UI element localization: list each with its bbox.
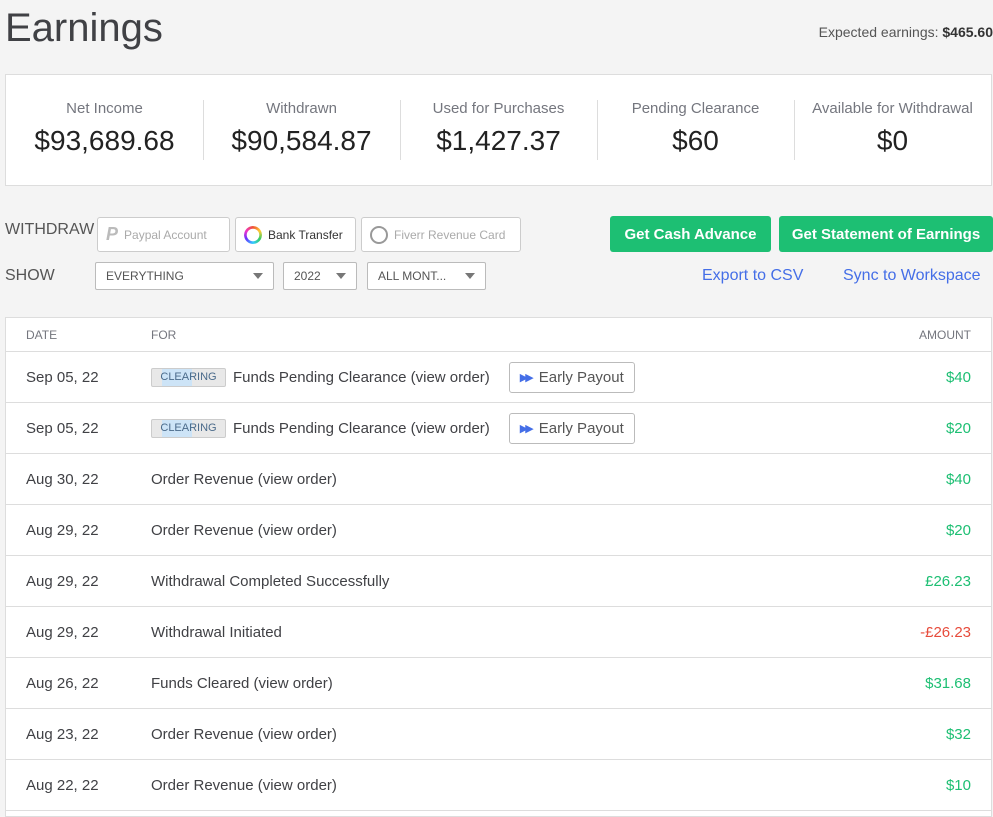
fast-forward-icon: ▶▶	[519, 371, 534, 384]
table-row: Aug 29, 22 Order Revenue (view order) $2…	[6, 505, 991, 556]
row-for-link[interactable]: Withdrawal Completed Successfully	[151, 572, 390, 590]
row-amount: $20	[945, 420, 971, 437]
row-amount: $40	[945, 471, 971, 488]
chevron-down-icon	[465, 273, 475, 279]
stat-used-for-purchases: Used for Purchases $1,427.37	[400, 100, 597, 160]
row-date: Aug 30, 22	[26, 471, 99, 488]
year-select[interactable]: 2022	[283, 262, 357, 290]
row-amount: $40	[945, 369, 971, 386]
table-row: Aug 30, 22 Order Revenue (view order) $4…	[6, 454, 991, 505]
row-for-link[interactable]: Order Revenue (view order)	[151, 776, 337, 794]
row-description[interactable]: CLEARING Funds Pending Clearance (view or…	[151, 412, 635, 444]
paypal-icon: P	[106, 224, 119, 244]
row-description[interactable]: Order Revenue (view order)	[151, 467, 337, 491]
table-row: Sep 05, 22 CLEARING Funds Pending Clearan…	[6, 403, 991, 454]
fast-forward-icon: ▶▶	[519, 422, 534, 435]
row-date: Sep 05, 22	[26, 420, 99, 437]
row-amount: $20	[945, 522, 971, 539]
row-for-link[interactable]: Order Revenue (view order)	[151, 470, 337, 488]
withdraw-label: WITHDRAW	[5, 221, 95, 238]
month-select[interactable]: ALL MONT...	[367, 262, 486, 290]
table-header: DATE FOR AMOUNT	[6, 318, 991, 352]
expected-earnings: Expected earnings: $465.60	[818, 24, 993, 40]
row-description[interactable]: Order Revenue (view order)	[151, 518, 337, 542]
table-row: Aug 23, 22 Order Revenue (view order) $3…	[6, 709, 991, 760]
earnings-summary: Net Income $93,689.68 Withdrawn $90,584.87…	[5, 74, 992, 186]
row-description[interactable]: Withdrawal Initiated	[151, 620, 282, 644]
stat-available: Available for Withdrawal $0	[794, 100, 991, 160]
row-amount: -£26.23	[920, 624, 971, 641]
clearing-badge: CLEARING	[151, 418, 226, 438]
row-amount: £26.23	[925, 573, 971, 590]
stat-net-income: Net Income $93,689.68	[34, 100, 175, 156]
row-for-link[interactable]: Funds Cleared (view order)	[151, 674, 333, 692]
row-description[interactable]: CLEARING Funds Pending Clearance (view or…	[151, 361, 635, 393]
earnings-table: DATE FOR AMOUNT Sep 05, 22 CLEARING Funds…	[5, 317, 992, 817]
row-for-link[interactable]: Order Revenue (view order)	[151, 725, 337, 743]
early-payout-button[interactable]: ▶▶ Early Payout	[508, 361, 635, 393]
row-date: Sep 05, 22	[26, 369, 99, 386]
clearing-badge: CLEARING	[151, 367, 226, 387]
early-payout-button[interactable]: ▶▶ Early Payout	[508, 412, 635, 444]
revenue-card-icon	[370, 225, 388, 244]
type-select[interactable]: EVERYTHING	[95, 262, 274, 290]
row-description[interactable]: Order Revenue (view order)	[151, 722, 337, 746]
table-row: Aug 22, 22 Order Revenue (view order) $1…	[6, 760, 991, 811]
get-statement-button[interactable]: Get Statement of Earnings	[779, 216, 993, 252]
row-date: Aug 26, 22	[26, 675, 99, 692]
row-for-link[interactable]: Order Revenue (view order)	[151, 521, 337, 539]
row-date: Aug 23, 22	[26, 726, 99, 743]
paypal-button[interactable]: P Paypal Account	[97, 217, 230, 252]
row-for-link[interactable]: Withdrawal Initiated	[151, 623, 282, 641]
table-row: Aug 26, 22 Funds Cleared (view order) $3…	[6, 658, 991, 709]
get-cash-advance-button[interactable]: Get Cash Advance	[610, 216, 771, 252]
page-title: Earnings	[5, 6, 163, 50]
expected-earnings-value: $465.60	[942, 24, 993, 40]
sync-workspace-link[interactable]: Sync to Workspace	[843, 267, 981, 284]
chevron-down-icon	[336, 273, 346, 279]
stat-pending-clearance: Pending Clearance $60	[597, 100, 794, 160]
row-for-link[interactable]: Funds Pending Clearance (view order)	[233, 368, 490, 386]
table-row: Aug 29, 22 Withdrawal Initiated -£26.23	[6, 607, 991, 658]
row-description[interactable]: Funds Cleared (view order)	[151, 671, 333, 695]
chevron-down-icon	[253, 273, 263, 279]
stat-withdrawn: Withdrawn $90,584.87	[203, 100, 400, 160]
bank-transfer-icon	[244, 225, 262, 244]
show-label: SHOW	[5, 267, 55, 284]
row-amount: $32	[945, 726, 971, 743]
table-row: Sep 05, 22 CLEARING Funds Pending Clearan…	[6, 352, 991, 403]
export-csv-link[interactable]: Export to CSV	[702, 267, 804, 284]
revenue-card-button[interactable]: Fiverr Revenue Card	[361, 217, 521, 252]
row-for-link[interactable]: Funds Pending Clearance (view order)	[233, 419, 490, 437]
row-date: Aug 29, 22	[26, 522, 99, 539]
row-amount: $31.68	[925, 675, 971, 692]
table-row: Aug 29, 22 Withdrawal Completed Successf…	[6, 556, 991, 607]
row-description[interactable]: Withdrawal Completed Successfully	[151, 569, 389, 593]
row-date: Aug 29, 22	[26, 624, 99, 641]
row-date: Aug 22, 22	[26, 777, 99, 794]
row-amount: $10	[945, 777, 971, 794]
row-description[interactable]: Order Revenue (view order)	[151, 773, 337, 797]
row-date: Aug 29, 22	[26, 573, 99, 590]
bank-transfer-button[interactable]: Bank Transfer	[235, 217, 356, 252]
